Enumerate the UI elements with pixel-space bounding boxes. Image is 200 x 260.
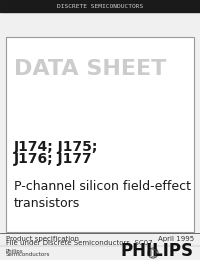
- Bar: [0, 0, 200, 12]
- Text: DISCRETE SEMICONDUCTORS: DISCRETE SEMICONDUCTORS: [57, 4, 143, 9]
- Text: J176; J177: J176; J177: [14, 152, 93, 166]
- Text: File under Discrete Semiconductors, SC07: File under Discrete Semiconductors, SC07: [6, 240, 153, 246]
- Text: 🛡: 🛡: [151, 249, 156, 257]
- Text: J174; J175;: J174; J175;: [14, 140, 98, 154]
- Text: PHILIPS: PHILIPS: [121, 242, 194, 260]
- Text: April 1995: April 1995: [158, 236, 194, 242]
- Text: Semiconductors: Semiconductors: [6, 252, 50, 257]
- Text: P-channel silicon field-effect
transistors: P-channel silicon field-effect transisto…: [14, 180, 191, 210]
- Text: DATA SHEET: DATA SHEET: [14, 59, 166, 79]
- FancyBboxPatch shape: [6, 37, 194, 232]
- Text: Philips: Philips: [6, 249, 24, 254]
- Text: Product specification: Product specification: [6, 236, 79, 242]
